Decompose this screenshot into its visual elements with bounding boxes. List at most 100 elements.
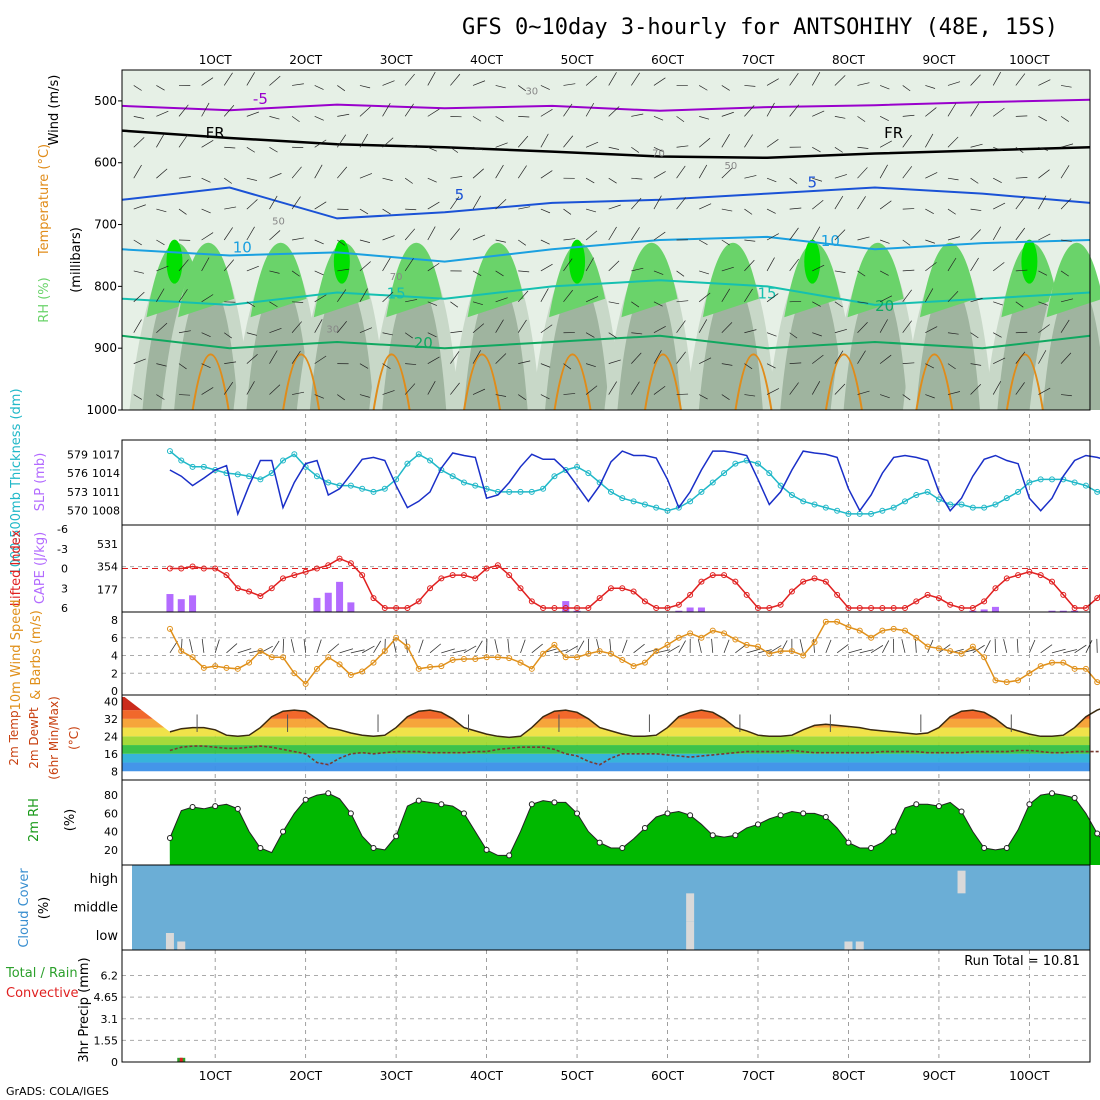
- lifted-index-line-marker: [1015, 572, 1022, 579]
- upper-wind-barb: [292, 301, 304, 303]
- upper-wind-barb: [314, 139, 327, 148]
- lifted-index-line-marker: [562, 605, 569, 611]
- upper-wind-barb: [970, 103, 980, 117]
- temp-ylabel: (6hr Min/Max): [47, 696, 61, 780]
- rh2m-marker: [1071, 794, 1078, 801]
- upper-wind-barb: [201, 102, 210, 117]
- rh-column-bright: [804, 239, 821, 284]
- upper-wind-barb: [269, 350, 278, 364]
- thickness-line: [169, 450, 1100, 515]
- lifted-index-line-marker: [901, 605, 908, 611]
- upper-wind-barb: [1060, 270, 1069, 277]
- wind-speed-line-marker: [596, 648, 603, 655]
- upper-wind-barb: [585, 208, 597, 213]
- precip-frame: [121, 949, 1091, 1063]
- upper-wind-barb: [246, 301, 256, 308]
- pressure-tick: 500: [94, 94, 117, 108]
- upper-wind-barb: [857, 301, 869, 304]
- pressure-tick: 1000: [86, 403, 117, 417]
- upper-wind-barb: [653, 171, 666, 179]
- cape-bar: [562, 601, 570, 612]
- top-time-tick: 9OCT: [923, 53, 956, 67]
- wind-speed-line-marker: [901, 627, 908, 634]
- upper-wind-barb: [857, 116, 866, 122]
- thickness-line-marker: [189, 463, 196, 470]
- lifted-index-line-marker: [958, 605, 965, 611]
- thickness-line-marker: [347, 482, 354, 489]
- surface-wind-barb: [520, 639, 526, 653]
- wind-speed-line-marker: [675, 634, 682, 641]
- upper-wind-barb: [676, 393, 689, 395]
- lifted-index-line-marker: [913, 598, 920, 605]
- lifted-index-line-marker: [788, 588, 795, 595]
- thickness-line-marker: [200, 463, 207, 470]
- upper-wind-barb: [744, 105, 755, 117]
- rh-contour-label: 30: [326, 325, 339, 336]
- bottom-time-tick: 1OCT: [199, 1069, 232, 1083]
- upper-wind-barb: [993, 332, 1002, 338]
- upper-wind-barb: [902, 289, 912, 303]
- upper-wind-barb: [472, 168, 484, 179]
- thickness-line-marker: [517, 488, 524, 495]
- thickness-line-marker: [822, 504, 829, 511]
- cloud-ylabel: (%): [37, 897, 52, 920]
- upper-wind-barb: [676, 351, 686, 364]
- upper-wind-barb: [789, 177, 798, 184]
- upper-wind-barb: [970, 229, 981, 241]
- bottom-time-tick: 10OCT: [1009, 1069, 1050, 1083]
- upper-wind-barb: [676, 197, 687, 210]
- upper-wind-barb: [133, 358, 146, 364]
- lifted-index-line-marker: [868, 605, 875, 611]
- rh2m-marker: [845, 839, 852, 846]
- upper-wind-barb: [405, 363, 417, 365]
- thickness-line-marker: [754, 460, 761, 467]
- upper-wind-barb: [834, 116, 846, 119]
- upper-wind-barb: [269, 270, 280, 274]
- thickness-line-marker: [981, 504, 988, 511]
- isotherm-warm-line: [644, 353, 682, 411]
- wind-speed-line-marker: [653, 648, 660, 655]
- wind-speed-line-marker: [641, 659, 648, 666]
- lifted-index-line-marker: [404, 605, 411, 611]
- wind-speed-line-marker: [913, 634, 920, 641]
- upper-wind-barb: [223, 227, 233, 241]
- isotherm-warm-line: [191, 353, 230, 411]
- surface-wind-barb: [746, 648, 761, 654]
- isotherm-line: [121, 334, 1091, 350]
- upper-wind-barb: [427, 262, 440, 272]
- upper-wind-barb: [133, 319, 142, 333]
- rh2m-ylabel: 2m RH: [27, 798, 42, 842]
- surface-wind-barb: [237, 648, 252, 654]
- lifted-index-line-marker: [359, 572, 366, 579]
- surface-wind-barb: [282, 638, 285, 653]
- wind-tick: 0: [111, 685, 118, 698]
- thickness-line-marker: [359, 485, 366, 492]
- thickness-line-marker: [619, 495, 626, 502]
- upper-wind-barb: [721, 363, 733, 366]
- lifted-index-line-marker: [947, 601, 954, 608]
- slp-thickness-frame: [121, 439, 1091, 526]
- upper-wind-barb: [631, 381, 640, 395]
- upper-wind-barb: [224, 206, 237, 210]
- thickness-line-marker: [562, 466, 569, 473]
- wind-speed-line-marker: [427, 664, 434, 671]
- upper-wind-barb: [404, 73, 415, 86]
- upper-wind-barb: [246, 332, 257, 336]
- thickness-line-marker: [1049, 476, 1056, 483]
- upper-wind-barb: [789, 258, 799, 272]
- wind-speed-line-marker: [438, 663, 445, 670]
- wind-speed-line-marker: [212, 663, 219, 670]
- upper-wind-barb: [585, 332, 595, 338]
- upper-wind-barb: [1038, 169, 1050, 179]
- upper-wind-barb: [224, 332, 232, 339]
- lifted-index-line-marker: [200, 565, 207, 572]
- wind-speed-line-marker: [879, 627, 886, 634]
- upper-wind-barb: [540, 239, 550, 245]
- isotherm-label: 15: [757, 285, 776, 303]
- upper-wind-barb: [789, 72, 799, 86]
- top-time-tick: 6OCT: [651, 53, 684, 67]
- lifted-index-line: [169, 557, 1100, 609]
- upper-wind-barb: [1038, 233, 1051, 241]
- thickness-line-marker: [370, 488, 377, 495]
- lifted-index-line-marker: [732, 578, 739, 585]
